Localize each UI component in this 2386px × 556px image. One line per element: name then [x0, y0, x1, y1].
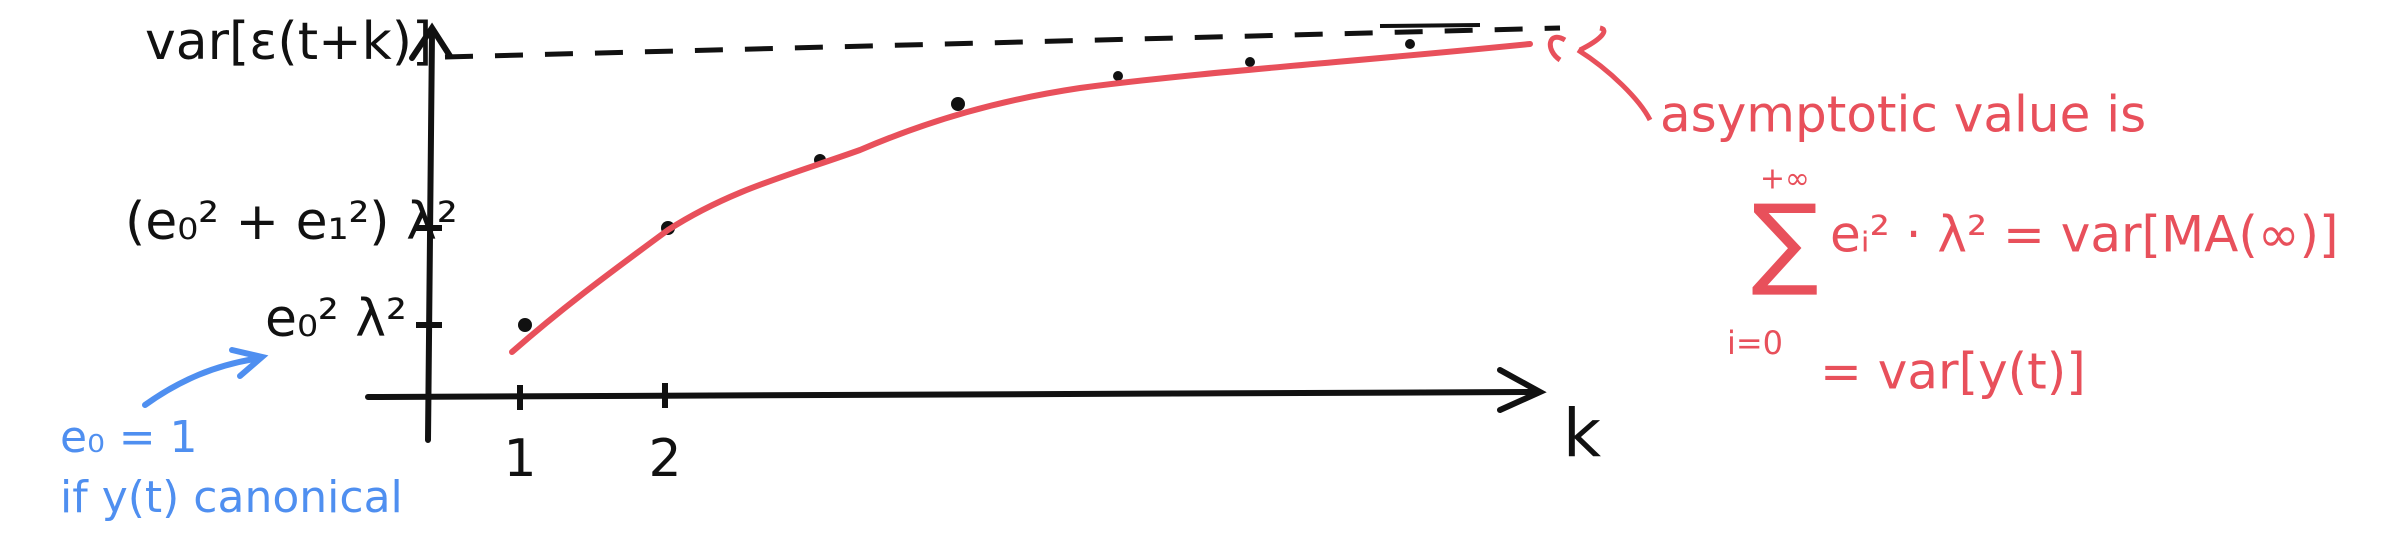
- note-right: = var[y(t)]: [1820, 343, 2086, 401]
- note-arrow: [142, 347, 269, 408]
- point: [951, 97, 965, 111]
- note-left: if y(t) canonical: [60, 472, 403, 523]
- points: [518, 39, 1415, 332]
- sum-bottom: i=0: [1727, 324, 1783, 362]
- y-axis: [425, 29, 435, 443]
- note-left: e₀ = 1: [60, 412, 198, 463]
- x-label: 2: [648, 429, 681, 489]
- y-label: e₀² λ²: [265, 289, 407, 349]
- x-label: 1: [503, 429, 536, 489]
- point: [1113, 71, 1123, 81]
- point: [1405, 39, 1415, 49]
- y-label: (e₀² + e₁²) λ²: [125, 192, 458, 252]
- curve: [509, 41, 1533, 355]
- sum-body: eᵢ² · λ² = var[MA(∞)]: [1830, 206, 2339, 264]
- x-arrow: [1497, 367, 1547, 413]
- y-label: var[ε(t+k)]: [145, 12, 432, 72]
- sum-symbol: ∑: [1751, 182, 1818, 299]
- point: [518, 318, 532, 332]
- point: [1245, 57, 1255, 67]
- annotation-arrow: [1548, 25, 1653, 122]
- asymptote: [444, 25, 1561, 60]
- note-right: asymptotic value is: [1660, 86, 2146, 144]
- y-arrow: [409, 22, 453, 61]
- x-label: k: [1563, 395, 1602, 472]
- asymptote-stroke: [1379, 23, 1481, 28]
- x-axis: [365, 389, 1538, 400]
- sum-top: +∞: [1760, 162, 1810, 197]
